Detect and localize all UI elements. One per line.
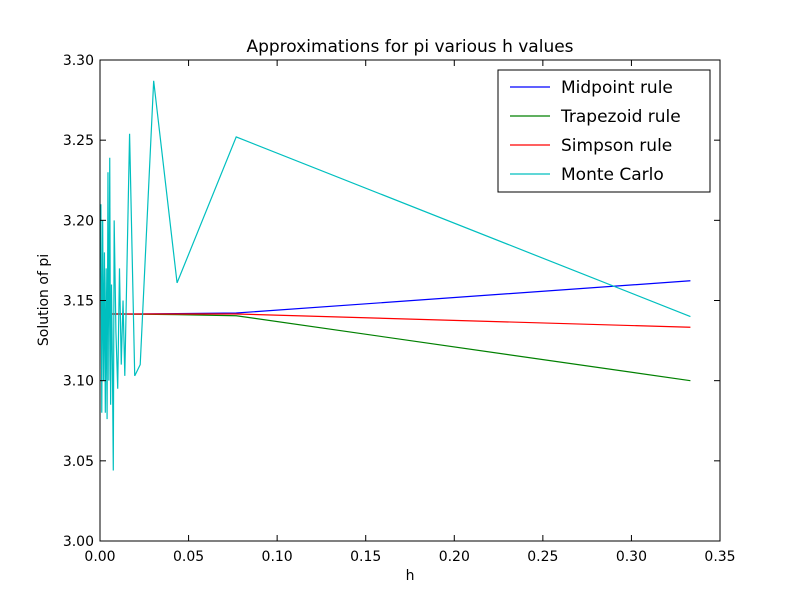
legend-label-2: Simpson rule [561, 136, 672, 156]
legend-label-1: Trapezoid rule [560, 107, 681, 127]
axis-ticks: 0.00 0.05 0.10 0.15 0.20 0.25 0.30 0.35 3.00 3.05… [63, 53, 736, 565]
y-tick-label: 3.10 [63, 374, 94, 390]
chart-title: Approximations for pi various h values [246, 37, 573, 57]
series-line-0 [101, 280, 691, 315]
legend-box [497, 69, 711, 193]
series-line-2 [101, 313, 691, 328]
series-line-1 [101, 313, 691, 382]
x-tick-label: 0.05 [173, 549, 204, 565]
legend: Midpoint rule Trapezoid rule Simpson rule M… [497, 69, 711, 193]
x-tick-label: 0.10 [262, 549, 293, 565]
x-axis-label: h [406, 568, 415, 584]
x-tick-label: 0.20 [439, 549, 470, 565]
legend-label-3: Monte Carlo [561, 165, 664, 185]
y-tick-label: 3.15 [63, 294, 94, 310]
y-tick-label: 3.20 [63, 213, 94, 229]
y-tick-label: 3.25 [63, 133, 94, 149]
y-axis-label: Solution of pi [36, 254, 52, 346]
x-tick-label: 0.15 [350, 549, 381, 565]
y-tick-label: 3.30 [63, 53, 94, 69]
x-tick-label: 0.35 [704, 549, 735, 565]
y-tick-label: 3.00 [63, 534, 94, 550]
x-tick-label: 0.00 [84, 549, 115, 565]
legend-label-0: Midpoint rule [561, 78, 673, 98]
plot-lines [100, 80, 691, 471]
series-line-3 [100, 80, 691, 471]
y-tick-label: 3.05 [63, 454, 94, 470]
x-tick-label: 0.25 [527, 549, 558, 565]
x-tick-label: 0.30 [616, 549, 647, 565]
